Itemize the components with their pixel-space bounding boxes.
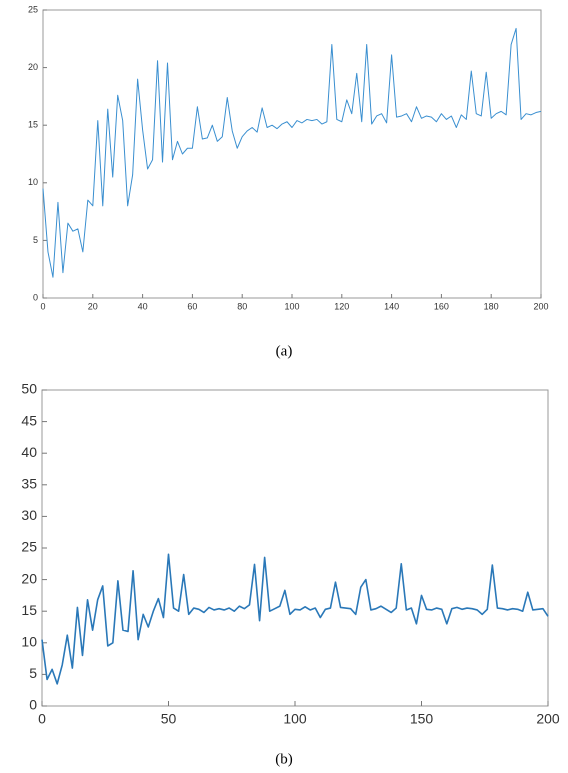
x-tick-label: 100 xyxy=(283,711,307,727)
y-tick-label: 10 xyxy=(28,177,38,187)
y-tick-label: 10 xyxy=(21,634,37,650)
y-tick-label: 15 xyxy=(28,120,38,130)
x-tick-label: 160 xyxy=(434,301,449,311)
y-tick-label: 45 xyxy=(21,412,37,428)
y-tick-label: 20 xyxy=(28,62,38,72)
y-tick-label: 25 xyxy=(21,539,37,555)
y-tick-label: 40 xyxy=(21,444,37,460)
y-tick-label: 20 xyxy=(21,570,37,586)
x-tick-label: 80 xyxy=(237,301,247,311)
x-tick-label: 120 xyxy=(334,301,349,311)
data-line xyxy=(42,27,542,278)
x-tick-label: 50 xyxy=(161,711,177,727)
x-tick-label: 0 xyxy=(38,711,46,727)
y-tick-label: 15 xyxy=(21,602,37,618)
caption: (b) xyxy=(275,751,293,767)
x-tick-label: 60 xyxy=(187,301,197,311)
x-tick-label: 100 xyxy=(284,301,299,311)
y-tick-label: 0 xyxy=(33,292,38,302)
y-tick-label: 5 xyxy=(29,665,37,681)
x-tick-label: 20 xyxy=(88,301,98,311)
x-tick-label: 200 xyxy=(533,301,548,311)
x-tick-label: 40 xyxy=(138,301,148,311)
y-tick-label: 5 xyxy=(33,235,38,245)
x-tick-label: 0 xyxy=(40,301,45,311)
x-tick-label: 140 xyxy=(384,301,399,311)
y-tick-label: 0 xyxy=(29,697,37,713)
plot-frame xyxy=(42,9,542,299)
y-tick-label: 35 xyxy=(21,476,37,492)
data-line xyxy=(41,553,549,685)
plot-frame xyxy=(41,389,549,707)
y-tick-label: 50 xyxy=(21,381,37,397)
x-tick-label: 200 xyxy=(536,711,560,727)
caption: (a) xyxy=(276,343,293,359)
y-tick-label: 25 xyxy=(28,4,38,14)
y-tick-label: 30 xyxy=(21,507,37,523)
x-tick-label: 150 xyxy=(410,711,434,727)
x-tick-label: 180 xyxy=(484,301,499,311)
